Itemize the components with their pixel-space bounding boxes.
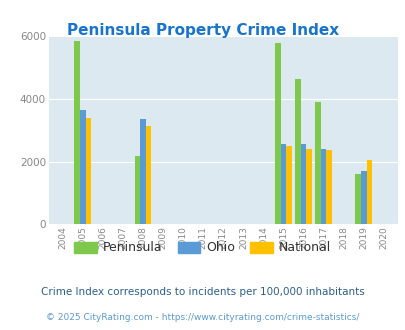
Bar: [326, 150, 331, 224]
Bar: [294, 79, 300, 224]
Bar: [300, 144, 306, 224]
Text: Peninsula Property Crime Index: Peninsula Property Crime Index: [67, 23, 338, 38]
Legend: Peninsula, Ohio, National: Peninsula, Ohio, National: [69, 236, 336, 259]
Bar: [280, 144, 286, 224]
Bar: [286, 146, 291, 224]
Bar: [140, 119, 145, 224]
Bar: [80, 110, 85, 224]
Bar: [354, 174, 360, 224]
Bar: [85, 118, 91, 224]
Bar: [306, 148, 311, 224]
Bar: [134, 156, 140, 224]
Text: © 2025 CityRating.com - https://www.cityrating.com/crime-statistics/: © 2025 CityRating.com - https://www.city…: [46, 313, 359, 322]
Bar: [145, 126, 151, 224]
Bar: [314, 102, 320, 224]
Bar: [74, 41, 80, 224]
Bar: [275, 43, 280, 224]
Bar: [360, 171, 366, 224]
Bar: [320, 149, 326, 224]
Bar: [366, 159, 371, 224]
Text: Crime Index corresponds to incidents per 100,000 inhabitants: Crime Index corresponds to incidents per…: [41, 287, 364, 297]
